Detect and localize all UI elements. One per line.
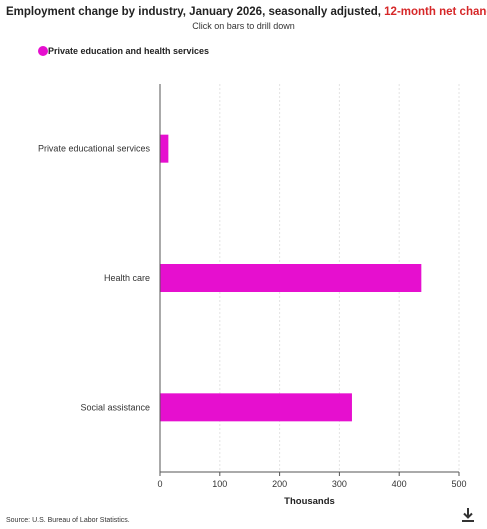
category-label: Private educational services — [38, 144, 151, 154]
bar[interactable] — [160, 134, 169, 163]
legend-item[interactable]: Private education and health services — [38, 46, 209, 56]
x-tick-label: 500 — [451, 479, 466, 489]
x-tick-label: 300 — [332, 479, 347, 489]
category-label: Health care — [104, 273, 150, 283]
x-tick-label: 0 — [157, 479, 162, 489]
x-tick-label: 400 — [392, 479, 407, 489]
chart-title-highlight: 12-month net change — [384, 6, 487, 18]
category-label: Social assistance — [80, 402, 150, 412]
chart-title: Employment change by industry, January 2… — [6, 6, 487, 18]
bar[interactable] — [160, 264, 422, 292]
chart-subtitle: Click on bars to drill down — [192, 21, 295, 31]
source-note: Source: U.S. Bureau of Labor Statistics. — [6, 517, 130, 524]
download-icon[interactable] — [460, 507, 476, 523]
x-tick-label: 200 — [272, 479, 287, 489]
x-axis-title: Thousands — [284, 496, 335, 507]
legend-marker — [38, 46, 48, 56]
bar[interactable] — [160, 393, 352, 422]
legend-label: Private education and health services — [48, 46, 210, 56]
x-tick-label: 100 — [212, 479, 227, 489]
chart-title-main: Employment change by industry, January 2… — [6, 6, 385, 18]
